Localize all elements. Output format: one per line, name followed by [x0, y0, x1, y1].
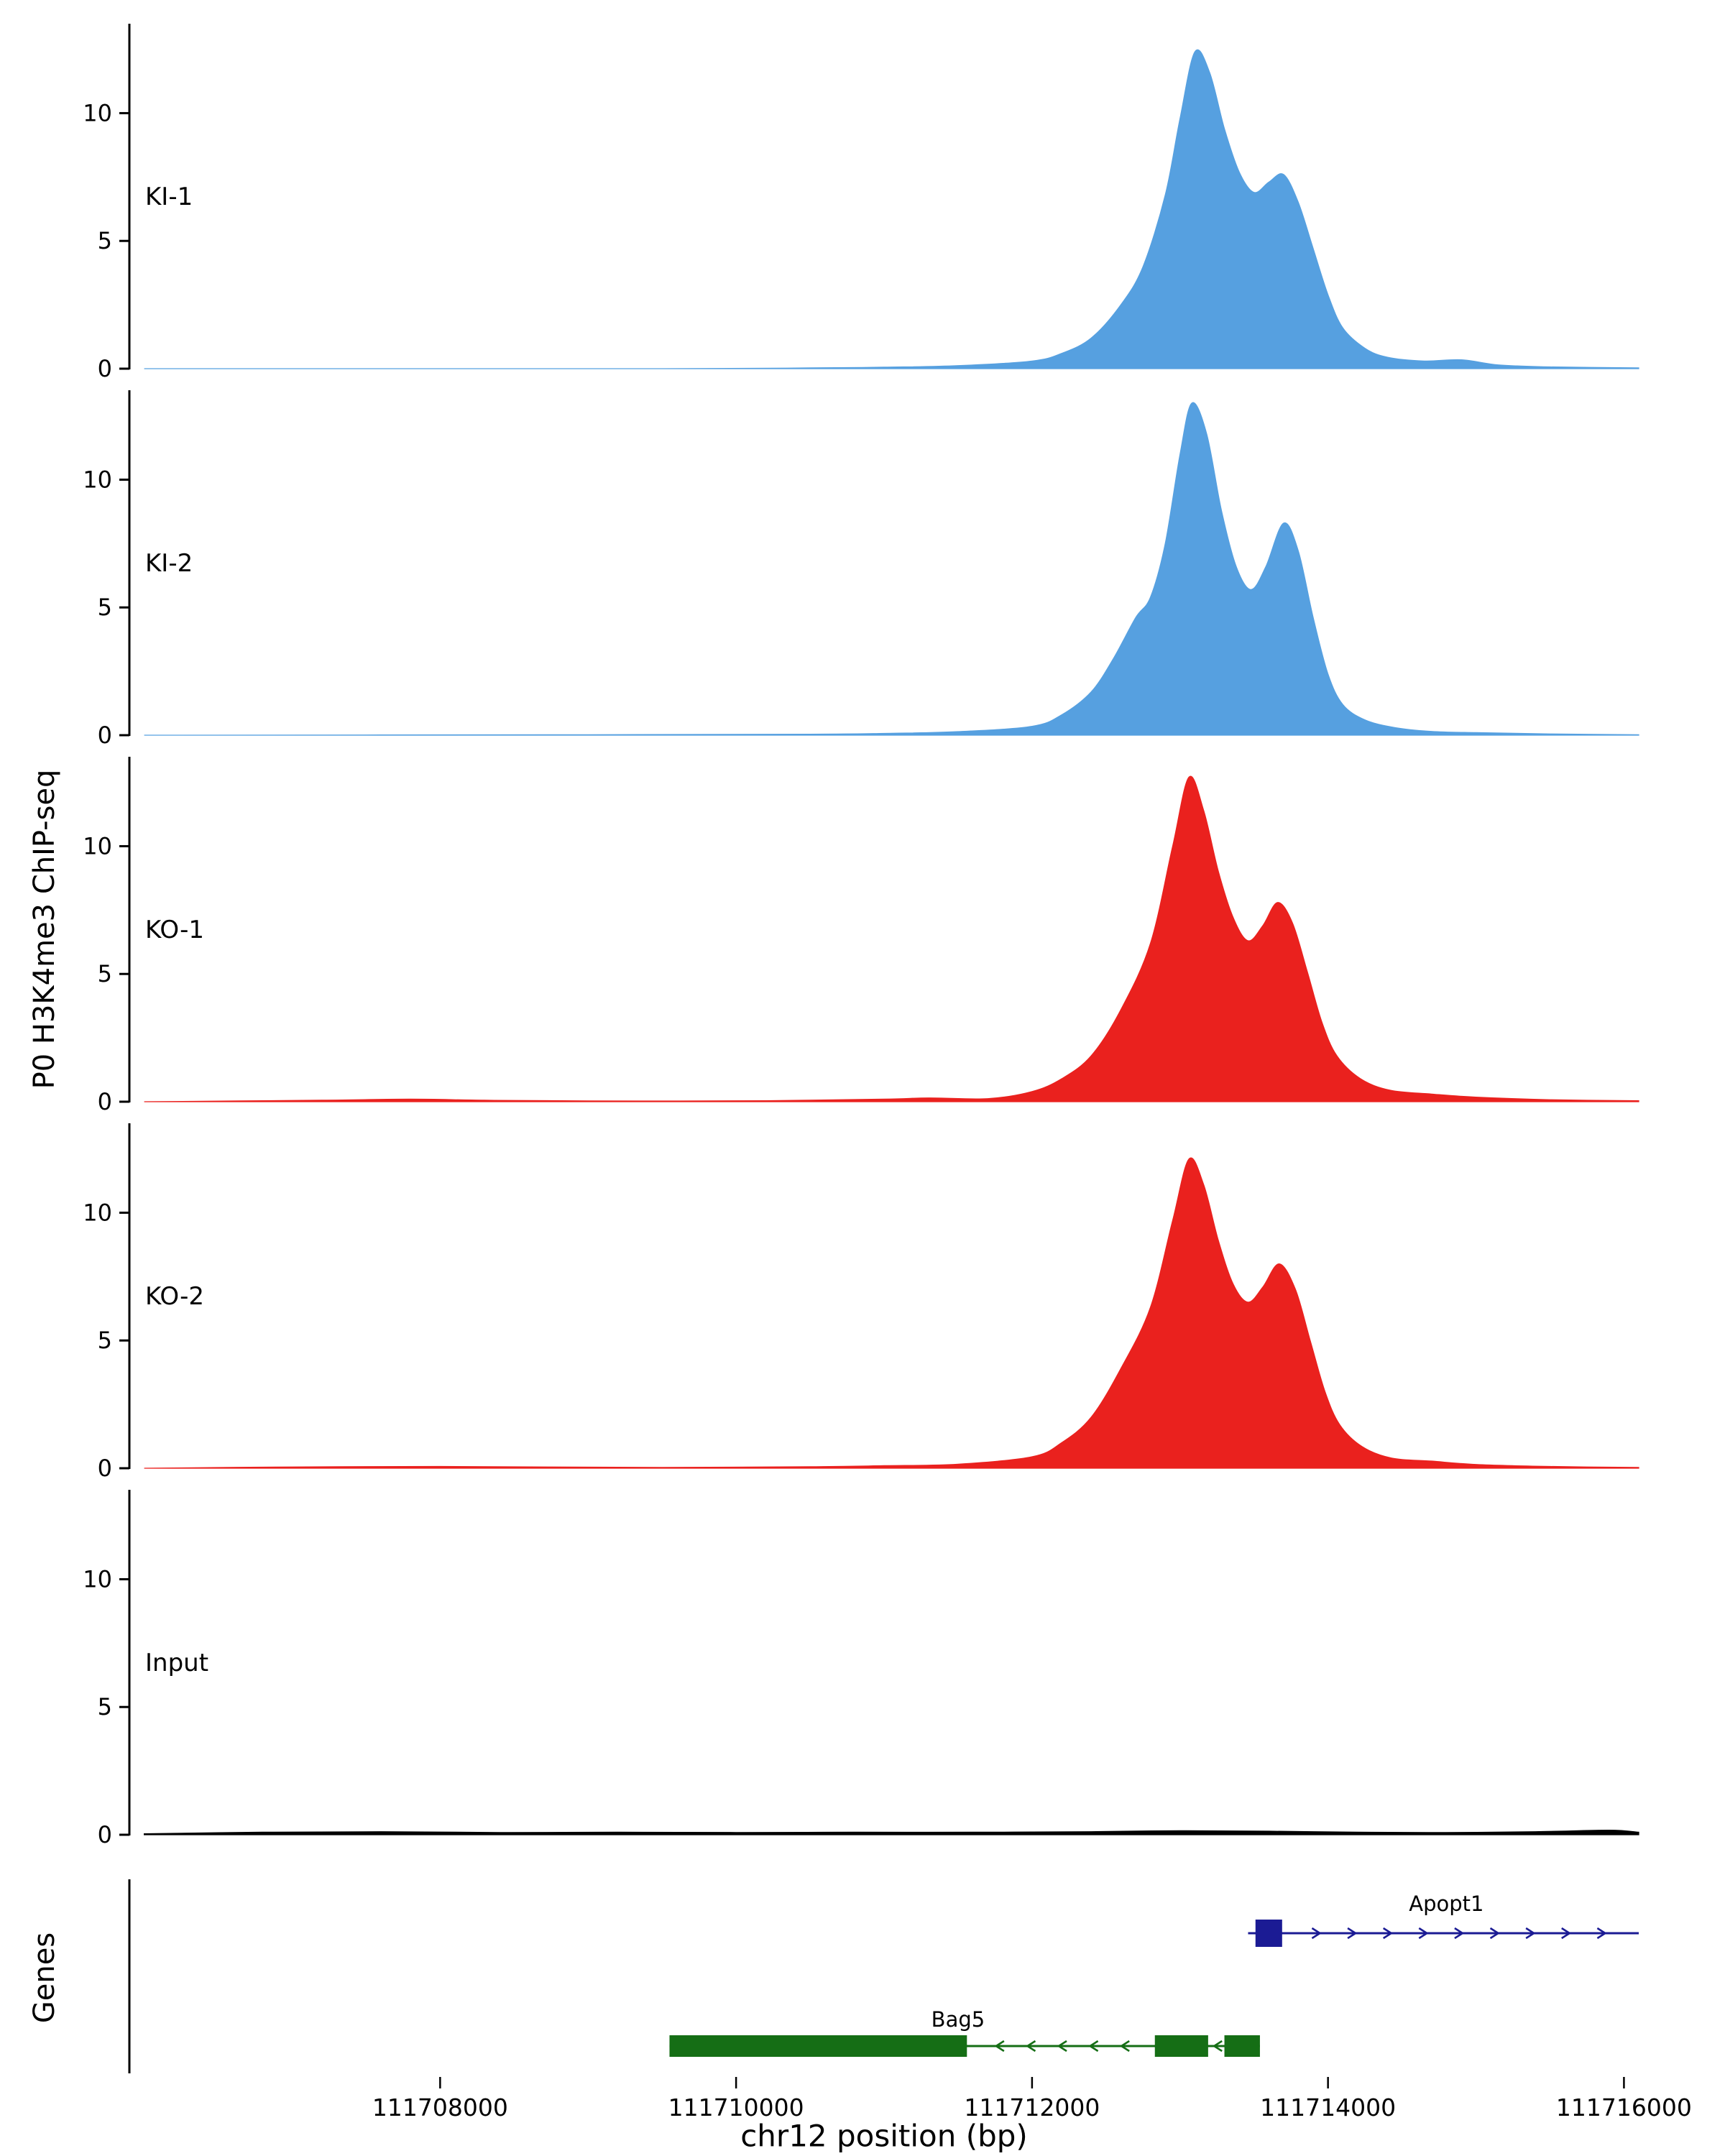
x-tick-label-111708000: 111708000: [372, 2093, 508, 2122]
y-tick-label-KI-2-0: 0: [98, 722, 112, 749]
gene-exon-Apopt1-0: [1255, 1920, 1282, 1947]
strand-arrow-icon: [1347, 1927, 1358, 1940]
track-panel-Input: 0 5 10 Input: [83, 1490, 1639, 1848]
track-label-KO-1: KO-1: [145, 916, 204, 944]
strand-arrow-icon: [1212, 2040, 1223, 2053]
track-label-KI-1: KI-1: [145, 183, 193, 211]
track-label-KI-2: KI-2: [145, 549, 193, 578]
strand-arrow-icon: [1057, 2040, 1067, 2053]
genes-panel-title: Genes: [28, 1932, 61, 2024]
x-tick-label-111712000: 111712000: [964, 2093, 1100, 2122]
track-panel-KI-1: 0 5 10 KI-1: [83, 24, 1639, 382]
y-tick-label-KI-2-10: 10: [83, 466, 112, 493]
y-tick-label-Input-5: 5: [98, 1693, 112, 1720]
gene-label-Apopt1: Apopt1: [1409, 1892, 1484, 1916]
strand-arrow-icon: [1489, 1927, 1500, 1940]
track-label-KO-2: KO-2: [145, 1282, 204, 1311]
strand-arrow-icon: [1561, 1927, 1572, 1940]
y-tick-label-KO-2-5: 5: [98, 1327, 112, 1354]
y-tick-label-Input-0: 0: [98, 1821, 112, 1848]
strand-arrow-icon: [1418, 1927, 1429, 1940]
y-tick-label-KI-1-5: 5: [98, 227, 112, 254]
gene-label-Bag5: Bag5: [932, 2007, 985, 2032]
strand-arrow-icon: [1454, 1927, 1465, 1940]
gene-exon-Bag5-2: [1224, 2035, 1260, 2057]
y-tick-label-KO-2-0: 0: [98, 1455, 112, 1482]
strand-arrow-icon: [994, 2040, 1005, 2053]
strand-arrow-icon: [1525, 1927, 1536, 1940]
gene-Apopt1: Apopt1: [1248, 1892, 1639, 1947]
x-tick-label-111716000: 111716000: [1556, 2093, 1692, 2122]
track-area-KI-2: [144, 402, 1639, 736]
track-area-KO-1: [144, 775, 1639, 1102]
strand-arrow-icon: [1088, 2040, 1099, 2053]
track-panel-KO-1: 0 5 10 KO-1: [83, 757, 1639, 1115]
track-label-Input: Input: [145, 1649, 208, 1677]
strand-arrow-icon: [1311, 1927, 1322, 1940]
x-axis-title: chr12 position (bp): [740, 2118, 1028, 2154]
y-tick-label-KI-1-10: 10: [83, 99, 112, 126]
y-tick-label-Input-10: 10: [83, 1565, 112, 1593]
y-tick-label-KO-1-0: 0: [98, 1088, 112, 1115]
genes-panel: Apopt1 Bag5: [128, 1879, 1639, 2073]
strand-arrow-icon: [1596, 1927, 1607, 1940]
gene-exon-Bag5-1: [1154, 2035, 1208, 2057]
gene-exon-Bag5-0: [669, 2035, 967, 2057]
strand-arrow-icon: [1026, 2040, 1036, 2053]
track-panel-KI-2: 0 5 10 KI-2: [83, 390, 1639, 749]
track-area-KO-2: [144, 1157, 1639, 1469]
x-axis: 111708000 111710000 111712000 111714000 1117…: [372, 2077, 1692, 2122]
track-panel-KO-2: 0 5 10 KO-2: [83, 1123, 1639, 1482]
x-tick-label-111710000: 111710000: [668, 2093, 804, 2122]
y-tick-label-KO-1-5: 5: [98, 960, 112, 987]
y-tick-label-KI-2-5: 5: [98, 594, 112, 621]
y-tick-label-KO-1-10: 10: [83, 832, 112, 860]
y-axis-title: P0 H3K4me3 ChIP-seq: [28, 769, 61, 1089]
track-area-Input: [144, 1829, 1639, 1835]
gene-Bag5: Bag5: [669, 2007, 1260, 2057]
track-area-KI-1: [144, 49, 1639, 369]
y-tick-label-KI-1-0: 0: [98, 355, 112, 382]
x-tick-label-111714000: 111714000: [1260, 2093, 1396, 2122]
strand-arrow-icon: [1119, 2040, 1130, 2053]
strand-arrow-icon: [1382, 1927, 1394, 1940]
y-tick-label-KO-2-10: 10: [83, 1199, 112, 1226]
